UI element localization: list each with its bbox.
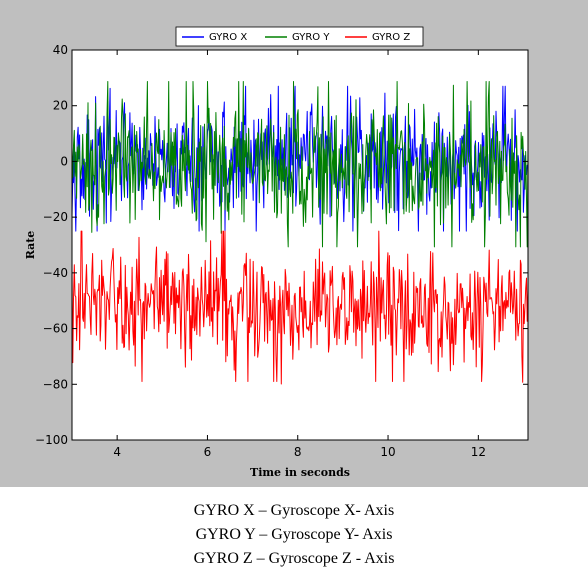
- caption-line-gyro-x: GYRO X – Gyroscope X- Axis: [193, 502, 395, 519]
- series-line-gyro-y: [71, 81, 529, 248]
- y-tick-label: −80: [43, 377, 68, 391]
- x-tick-label: 4: [113, 445, 121, 459]
- y-tick-label: −40: [43, 266, 68, 280]
- caption-line-gyro-y: GYRO Y – Gyroscope Y- Axis: [195, 526, 393, 543]
- x-tick-label: 8: [294, 445, 302, 459]
- y-tick-label: −20: [43, 210, 68, 224]
- y-tick-label: −100: [35, 433, 68, 447]
- legend-label: GYRO Z: [372, 32, 410, 43]
- caption-line-gyro-z: GYRO Z – Gyroscope Z - Axis: [193, 550, 395, 567]
- gyro-line-chart: 40 20 0 −20 −40 −60 −80 −100 4 6 8 10 12 Time in sec…: [24, 26, 529, 479]
- x-tick-label: 6: [204, 445, 212, 459]
- x-tick-label: 12: [471, 445, 486, 459]
- plot-area: [72, 50, 528, 440]
- legend: GYRO X GYRO Y GYRO Z: [175, 26, 424, 47]
- legend-label: GYRO Y: [292, 32, 330, 43]
- y-tick-label: −60: [43, 322, 68, 336]
- x-tick-label: 10: [380, 445, 395, 459]
- legend-label: GYRO X: [209, 32, 247, 43]
- y-tick-label: 20: [53, 99, 68, 113]
- legend-box: [175, 26, 424, 47]
- plot-frame: [71, 49, 529, 441]
- y-tick-label: 40: [53, 43, 68, 57]
- figure-background: 40 20 0 −20 −40 −60 −80 −100 4 6 8 10 12 Time in sec…: [0, 0, 588, 487]
- x-axis-title: Time in seconds: [250, 466, 350, 479]
- y-tick-label: 0: [60, 154, 68, 168]
- series-line-gyro-z: [71, 230, 529, 385]
- y-axis-title: Rate: [24, 231, 37, 260]
